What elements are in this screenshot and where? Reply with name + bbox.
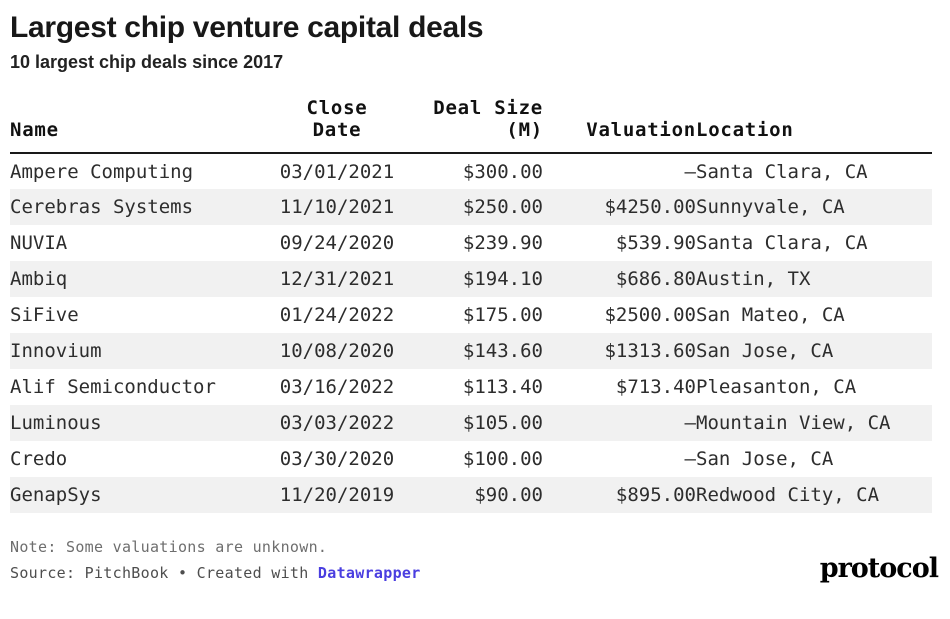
cell-close-date: 11/10/2021	[279, 196, 395, 218]
cell-deal-size: $105.00	[462, 412, 543, 434]
cell-valuation: –	[684, 160, 696, 183]
page-subtitle: 10 largest chip deals since 2017	[10, 52, 284, 72]
cell-deal-size: $113.40	[462, 376, 543, 398]
deals-table: Name Close Date Deal Size (M) Valuation …	[10, 97, 932, 513]
cell-deal-size: $300.00	[462, 160, 543, 183]
table-header-row: Name Close Date Deal Size (M) Valuation …	[10, 97, 932, 154]
cell-name: SiFive	[10, 304, 79, 326]
table-row: Ambiq 12/31/2021 $194.10 $686.80 Austin,…	[10, 261, 932, 297]
footer-note: Note: Some valuations are unknown.	[10, 538, 328, 556]
cell-name: Cerebras Systems	[10, 196, 194, 218]
column-header-name: Name	[10, 97, 262, 154]
cell-close-date: 03/03/2022	[279, 412, 395, 434]
table-row: Alif Semiconductor 03/16/2022 $113.40 $7…	[10, 369, 932, 405]
column-header-deal-size: Deal Size (M)	[412, 97, 543, 154]
cell-location: Pleasanton, CA	[696, 376, 857, 398]
column-header-valuation: Valuation	[543, 97, 696, 154]
table-row: GenapSys 11/20/2019 $90.00 $895.00 Redwo…	[10, 477, 932, 513]
footer-text-block: Note: Some valuations are unknown. Sourc…	[10, 537, 421, 583]
footer: Note: Some valuations are unknown. Sourc…	[10, 537, 940, 583]
cell-name: Innovium	[10, 340, 102, 362]
cell-name: Alif Semiconductor	[10, 376, 216, 398]
cell-name: Luminous	[10, 412, 102, 434]
table-row: Innovium 10/08/2020 $143.60 $1313.60 San…	[10, 333, 932, 369]
cell-close-date: 12/31/2021	[279, 268, 395, 290]
datawrapper-link[interactable]: Datawrapper	[317, 564, 421, 582]
cell-valuation: $4250.00	[604, 196, 696, 218]
protocol-logo: protocol	[819, 553, 939, 584]
cell-deal-size: $90.00	[474, 484, 543, 506]
page-title: Largest chip venture capital deals	[10, 11, 484, 44]
cell-location: Sunnyvale, CA	[696, 196, 845, 218]
cell-location: Santa Clara, CA	[696, 232, 868, 254]
table-row: NUVIA 09/24/2020 $239.90 $539.90 Santa C…	[10, 225, 932, 261]
table-row: Ampere Computing 03/01/2021 $300.00 – Sa…	[10, 153, 932, 189]
cell-close-date: 03/01/2021	[279, 160, 395, 183]
cell-location: Santa Clara, CA	[696, 160, 868, 183]
footer-source: Source: PitchBook • Created with Datawra…	[10, 563, 421, 583]
table-row: SiFive 01/24/2022 $175.00 $2500.00 San M…	[10, 297, 932, 333]
cell-valuation: $895.00	[615, 484, 696, 506]
cell-name: Ambiq	[10, 268, 68, 290]
cell-location: San Mateo, CA	[696, 304, 845, 326]
cell-deal-size: $250.00	[462, 196, 543, 218]
cell-deal-size: $239.90	[462, 232, 543, 254]
column-header-close-date: Close Date	[262, 97, 412, 154]
cell-location: San Jose, CA	[696, 340, 834, 362]
cell-name: NUVIA	[10, 232, 68, 254]
cell-valuation: $2500.00	[604, 304, 696, 326]
cell-valuation: $539.90	[615, 232, 696, 254]
cell-close-date: 01/24/2022	[279, 304, 395, 326]
cell-close-date: 03/16/2022	[279, 376, 395, 398]
cell-valuation: $1313.60	[604, 340, 696, 362]
cell-deal-size: $194.10	[462, 268, 543, 290]
cell-location: Redwood City, CA	[696, 484, 880, 506]
cell-close-date: 11/20/2019	[279, 484, 395, 506]
footer-source-text: Source: PitchBook • Created with	[10, 564, 318, 582]
cell-location: Mountain View, CA	[696, 412, 891, 434]
cell-close-date: 09/24/2020	[279, 232, 395, 254]
cell-valuation: $686.80	[615, 268, 696, 290]
cell-valuation: –	[684, 412, 696, 434]
cell-name: Credo	[10, 448, 68, 470]
cell-valuation: –	[684, 448, 696, 470]
table-row: Cerebras Systems 11/10/2021 $250.00 $425…	[10, 189, 932, 225]
column-header-location: Location	[696, 97, 932, 154]
cell-location: San Jose, CA	[696, 448, 834, 470]
table-row: Credo 03/30/2020 $100.00 – San Jose, CA	[10, 441, 932, 477]
cell-valuation: $713.40	[615, 376, 696, 398]
cell-deal-size: $143.60	[462, 340, 543, 362]
cell-name: GenapSys	[10, 484, 102, 506]
cell-close-date: 10/08/2020	[279, 340, 395, 362]
cell-close-date: 03/30/2020	[279, 448, 395, 470]
cell-name: Ampere Computing	[10, 160, 194, 183]
cell-deal-size: $175.00	[462, 304, 543, 326]
cell-location: Austin, TX	[696, 268, 811, 290]
table-row: Luminous 03/03/2022 $105.00 – Mountain V…	[10, 405, 932, 441]
cell-deal-size: $100.00	[462, 448, 543, 470]
